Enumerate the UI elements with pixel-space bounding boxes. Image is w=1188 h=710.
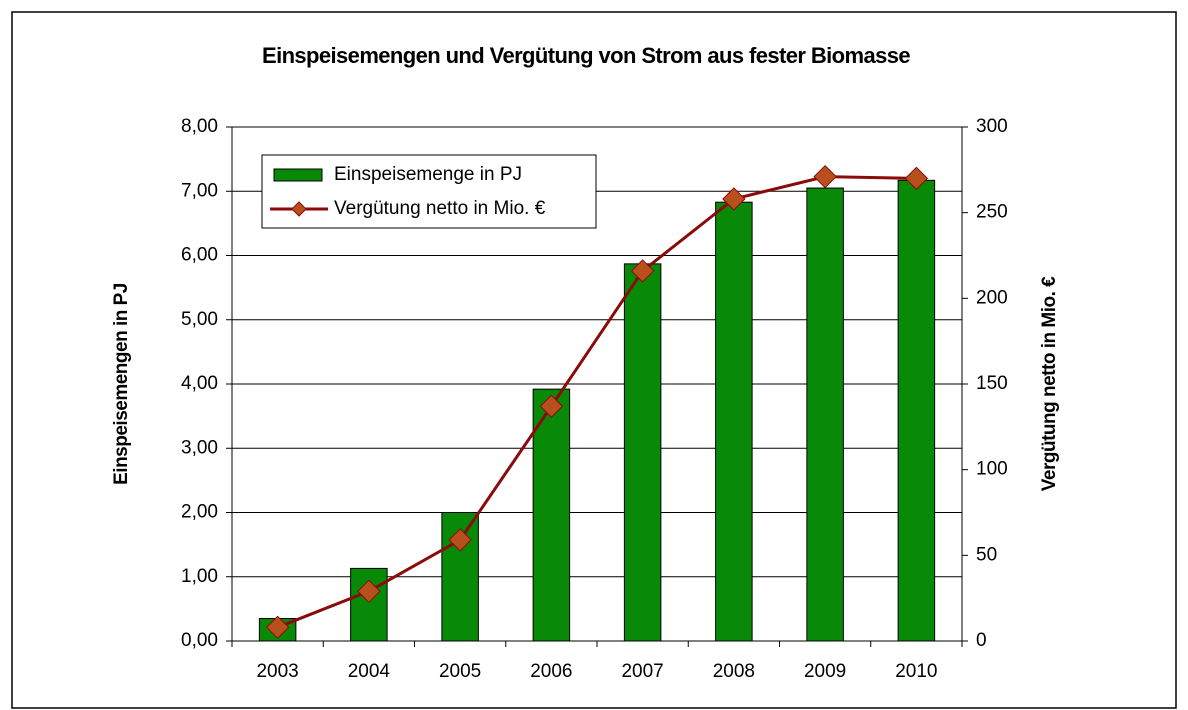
marker <box>448 528 472 552</box>
legend-marker <box>291 201 307 217</box>
chart-title: Einspeisemengen und Vergütung von Strom … <box>262 43 910 68</box>
y-tick-label: 3,00 <box>181 437 218 458</box>
y-tick-label: 8,00 <box>181 116 218 137</box>
y2-tick-label: 50 <box>976 544 997 565</box>
legend-swatch <box>273 168 323 182</box>
legend-label: Einspeisemenge in PJ <box>334 164 522 185</box>
x-tick-label: 2004 <box>348 661 391 682</box>
y2-tick-label: 0 <box>976 630 987 651</box>
legend-label: Vergütung netto in Mio. € <box>334 198 546 219</box>
y-tick-label: 1,00 <box>181 566 218 587</box>
marker <box>813 164 837 189</box>
x-tick-label: 2006 <box>530 661 572 682</box>
marker <box>722 187 746 211</box>
bar <box>806 187 844 642</box>
y2-tick-label: 300 <box>976 116 1008 137</box>
x-tick-label: 2005 <box>439 661 481 682</box>
y-tick-label: 7,00 <box>181 180 218 201</box>
y2-axis-label: Vergütung netto in Mio. € <box>1039 276 1060 491</box>
bar <box>350 567 388 642</box>
y2-tick-label: 100 <box>976 459 1008 480</box>
legend-box <box>261 154 597 229</box>
y-tick-label: 5,00 <box>181 309 218 330</box>
x-tick-label: 2009 <box>804 661 846 682</box>
marker <box>357 579 381 604</box>
y-tick-label: 6,00 <box>181 245 218 266</box>
y-tick-label: 4,00 <box>181 373 218 394</box>
bar <box>897 179 936 642</box>
y-axis-label: Einspeisemengen in PJ <box>111 283 132 485</box>
y-tick-label: 2,00 <box>181 502 218 523</box>
x-tick-label: 2003 <box>256 661 298 682</box>
marker <box>265 615 290 640</box>
chart-frame <box>11 11 1177 709</box>
line <box>277 175 917 629</box>
y2-tick-label: 250 <box>976 202 1008 223</box>
x-tick-label: 2010 <box>895 661 937 682</box>
bar <box>623 263 662 642</box>
bar <box>715 201 753 642</box>
marker <box>630 259 655 283</box>
y2-tick-label: 200 <box>976 287 1008 308</box>
marker <box>539 394 564 418</box>
marker <box>904 166 929 191</box>
y-tick-label: 0,00 <box>181 630 218 651</box>
y2-tick-label: 150 <box>976 373 1008 394</box>
x-tick-label: 2008 <box>713 661 755 682</box>
x-tick-label: 2007 <box>621 661 663 682</box>
bar <box>532 388 571 642</box>
